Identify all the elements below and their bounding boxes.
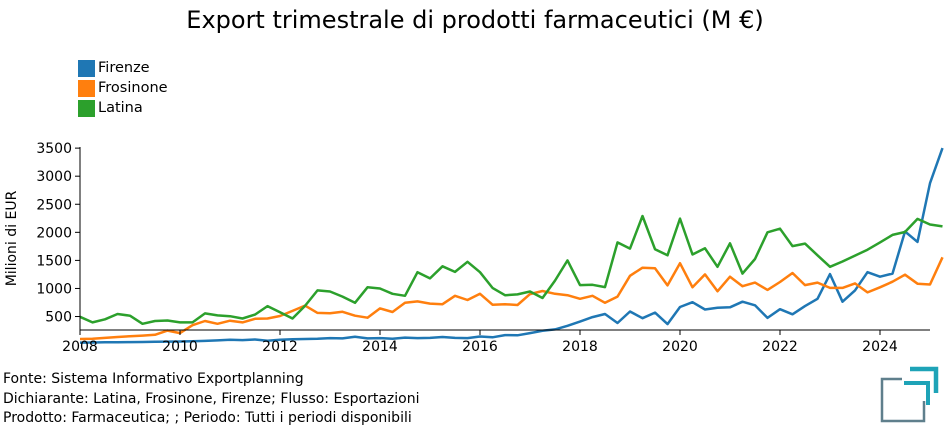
source-footer: Fonte: Sistema Informativo Exportplannin… <box>3 370 419 429</box>
x-tick-label: 2016 <box>462 339 498 355</box>
legend-item-firenze[interactable]: Firenze <box>78 58 168 78</box>
legend-label-latina: Latina <box>98 100 143 116</box>
footer-declarant: Dichiarante: Latina, Frosinone, Firenze;… <box>3 390 420 407</box>
x-tick-label: 2012 <box>262 339 298 355</box>
y-tick-label: 2000 <box>36 225 72 241</box>
y-axis-ticks: 500 1000 1500 2000 2500 3000 3500 <box>36 141 80 326</box>
legend-swatch-firenze <box>78 59 95 77</box>
legend-swatch-frosinone <box>78 79 95 97</box>
axes-layer <box>79 147 930 331</box>
y-tick-label: 2500 <box>36 197 72 213</box>
x-tick-label: 2024 <box>862 339 898 355</box>
y-tick-label: 500 <box>45 310 72 326</box>
x-tick-label: 2020 <box>662 339 698 355</box>
series-line-latina <box>79 214 943 326</box>
y-tick-label: 3000 <box>36 169 72 185</box>
chart-title: Export trimestrale di prodotti farmaceut… <box>186 6 764 34</box>
y-axis-label: Milioni di EUR <box>4 190 20 286</box>
x-axis-ticks: 2008 2010 2012 2014 2016 2018 2020 2022 2024 <box>62 330 898 355</box>
y-tick-label: 1500 <box>36 253 72 269</box>
series-layer <box>79 147 944 344</box>
legend-label-firenze: Firenze <box>98 60 150 76</box>
legend-label-frosinone: Frosinone <box>98 80 168 96</box>
y-tick-label: 3500 <box>36 141 72 157</box>
x-tick-label: 2008 <box>62 339 98 355</box>
legend-item-latina[interactable]: Latina <box>78 98 168 118</box>
legend: Firenze Frosinone Latina <box>78 58 168 118</box>
legend-swatch-latina <box>78 99 95 117</box>
exportplanning-logo-icon <box>880 366 939 423</box>
x-tick-label: 2010 <box>162 339 198 355</box>
footer-source: Fonte: Sistema Informativo Exportplannin… <box>3 371 304 387</box>
series-line-frosinone <box>79 256 944 341</box>
legend-item-frosinone[interactable]: Frosinone <box>78 78 168 98</box>
x-tick-label: 2022 <box>762 339 798 355</box>
footer-product: Prodotto: Farmaceutica; ; Periodo: Tutti… <box>3 410 412 426</box>
y-tick-label: 1000 <box>36 281 72 297</box>
x-tick-label: 2018 <box>562 339 598 355</box>
series-line-firenze <box>79 147 944 344</box>
x-tick-label: 2014 <box>362 339 398 355</box>
